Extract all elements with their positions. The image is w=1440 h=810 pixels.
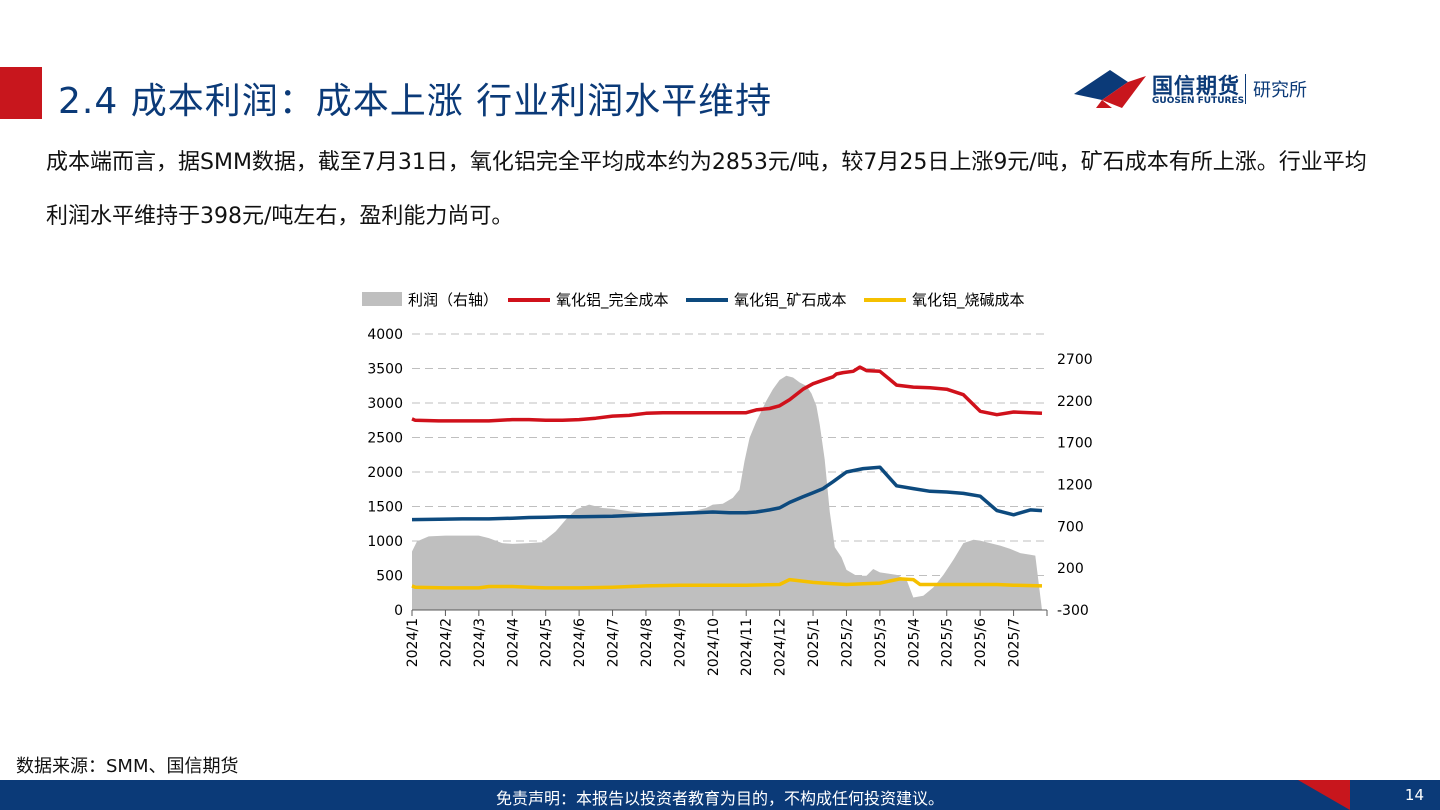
series-line-1 (411, 365, 1043, 423)
y-right-tick-label: 2200 (1057, 394, 1093, 410)
y-left-tick-label: 0 (394, 603, 403, 619)
x-tick-label: 2025/6 (973, 618, 989, 667)
logo-divider (1245, 74, 1246, 104)
x-tick-label: 2025/2 (839, 618, 855, 667)
x-tick-label: 2024/1 (405, 618, 421, 667)
x-tick-label: 2025/1 (806, 618, 822, 667)
y-right-tick-label: 200 (1057, 561, 1084, 577)
title-accent-bar (0, 67, 42, 119)
y-left-tick-label: 2500 (367, 431, 403, 447)
disclaimer-text: 免责声明：本报告以投资者教育为目的，不构成任何投资建议。 (495, 789, 944, 808)
page-title: 2.4 成本利润：成本上涨 行业利润水平维持 (58, 81, 773, 122)
x-tick-label: 2024/7 (606, 618, 622, 667)
y-left-tick-label: 1000 (367, 534, 403, 550)
logo-english-name: GUOSEN FUTURES (1152, 96, 1245, 106)
y-left-tick-label: 1500 (367, 500, 403, 516)
x-tick-label: 2024/9 (672, 618, 688, 667)
legend-swatch-profit (362, 292, 402, 306)
footer-bar: 免责声明：本报告以投资者教育为目的，不构成任何投资建议。 14 (0, 780, 1440, 810)
x-tick-label: 2025/5 (940, 618, 956, 667)
cost-profit-chart: 0 500 1000 1500 2000 2500 3000 3500 4000 -300 200 7… (362, 291, 1093, 676)
series-line-3 (411, 577, 1043, 590)
x-tick-label: 2024/5 (539, 618, 555, 667)
legend-label: 氧化铝_矿石成本 (734, 291, 847, 310)
legend-label: 氧化铝_完全成本 (556, 291, 669, 310)
brand-logo: 国信期货 GUOSEN FUTURES 研究所 (1072, 68, 1362, 114)
y-left-tick-label: 3000 (367, 396, 403, 412)
x-tick-label: 2025/4 (906, 618, 922, 667)
y-left-tick-label: 2000 (367, 465, 403, 481)
logo-department: 研究所 (1253, 80, 1307, 101)
x-tick-label: 2025/7 (1007, 618, 1023, 667)
page-number: 14 (1404, 786, 1424, 804)
guosen-logo-icon (1074, 70, 1146, 108)
series-line-2 (411, 465, 1043, 522)
y-right-tick-label: 1200 (1057, 478, 1093, 494)
x-tick-label: 2024/12 (773, 618, 789, 676)
legend-label: 利润（右轴） (408, 291, 498, 309)
y-left-tick-label: 3500 (367, 362, 403, 378)
x-tick-label: 2024/6 (572, 618, 588, 667)
x-tick-label: 2025/3 (873, 618, 889, 667)
legend-label: 氧化铝_烧碱成本 (912, 291, 1025, 310)
y-right-tick-label: 2700 (1057, 352, 1093, 368)
x-tick-label: 2024/8 (639, 618, 655, 667)
series-area-profit (412, 375, 1042, 610)
y-left-tick-label: 500 (376, 569, 403, 585)
summary-paragraph: 成本端而言，据SMM数据，截至7月31日，氧化铝完全平均成本约为2853元/吨，… (46, 150, 1367, 229)
y-right-tick-label: -300 (1057, 603, 1089, 619)
x-tick-label: 2024/3 (472, 618, 488, 667)
x-tick-label: 2024/10 (706, 618, 722, 676)
y-right-tick-label: 700 (1057, 519, 1084, 535)
x-tick-label: 2024/2 (438, 618, 454, 667)
logo-chinese-name: 国信期货 (1152, 74, 1240, 98)
y-right-tick-label: 1700 (1057, 436, 1093, 452)
data-source-note: 数据来源：SMM、国信期货 (16, 756, 239, 777)
y-left-tick-label: 4000 (367, 327, 403, 343)
footer-red-accent (1298, 780, 1350, 810)
x-tick-label: 2024/4 (505, 618, 521, 667)
x-tick-label: 2024/11 (739, 618, 755, 676)
